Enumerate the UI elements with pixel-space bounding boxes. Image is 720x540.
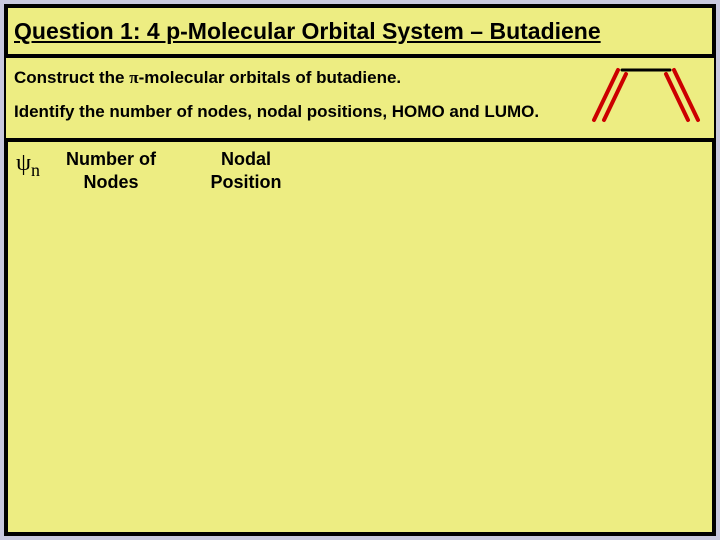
- slide-frame: Question 1: 4 p-Molecular Orbital System…: [4, 4, 716, 536]
- instr1-suffix: -molecular orbitals of butadiene.: [139, 68, 402, 87]
- title-box: Question 1: 4 p-Molecular Orbital System…: [6, 6, 714, 56]
- psi-symbol: ψ: [16, 150, 31, 176]
- main-content-box: ψn Number of Nodes Nodal Position: [6, 140, 714, 534]
- column-header-psi: ψn: [16, 150, 40, 181]
- title-text: Question 1: 4 p-Molecular Orbital System…: [14, 18, 601, 45]
- nodes-label-l1: Number of: [66, 149, 156, 169]
- pi-symbol: π: [129, 68, 138, 87]
- nodes-label-l2: Nodes: [83, 172, 138, 192]
- nodal-label-l1: Nodal: [221, 149, 271, 169]
- butadiene-structure-icon: [586, 58, 706, 126]
- instr1-prefix: Construct the: [14, 68, 129, 87]
- column-header-nodal: Nodal Position: [196, 148, 296, 193]
- nodal-label-l2: Position: [211, 172, 282, 192]
- psi-subscript: n: [31, 160, 40, 180]
- column-header-nodes: Number of Nodes: [56, 148, 166, 193]
